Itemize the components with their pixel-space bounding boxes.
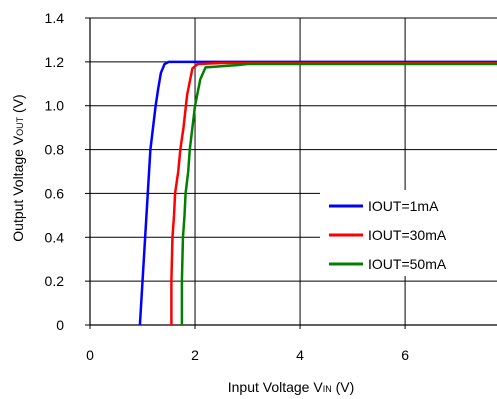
x-axis-title-subscript: IN [323, 384, 332, 394]
legend: IOUT=1mA IOUT=30mA IOUT=50mA [320, 190, 497, 276]
y-axis-title-unit: (V) [10, 94, 26, 117]
x-axis-title-main: Input Voltage V [228, 379, 324, 395]
y-tick-label: 0.8 [45, 142, 65, 158]
axis-layer [85, 17, 497, 329]
legend-label: IOUT=50mA [368, 256, 447, 272]
y-axis-title-main: Output Voltage V [10, 135, 26, 242]
legend-label: IOUT=30mA [368, 227, 447, 243]
y-axis-title-subscript: OUT [15, 116, 25, 136]
legend-box [320, 190, 497, 276]
y-tick-label: 0.2 [45, 273, 65, 289]
y-tick-label: 0.4 [45, 229, 65, 245]
y-tick-label: 1.4 [45, 10, 65, 26]
x-tick-label: 4 [296, 347, 304, 363]
x-tick-label: 6 [401, 347, 409, 363]
x-tick-label: 0 [86, 347, 94, 363]
x-axis-title-unit: (V) [332, 379, 355, 395]
x-tick-label: 2 [191, 347, 199, 363]
y-axis-title: Output Voltage VOUT (V) [10, 94, 26, 241]
y-tick-label: 0 [56, 317, 64, 333]
y-tick-label: 0.6 [45, 185, 65, 201]
y-tick-label: 1.2 [45, 54, 65, 70]
x-axis-title: Input Voltage VIN (V) [228, 379, 355, 395]
series-layer [138, 60, 497, 326]
label-layer: 0 0.2 0.4 0.6 0.8 1.0 1.2 1.4 0 2 4 6 Input Voltage … [10, 10, 409, 395]
y-tick-label: 1.0 [45, 98, 65, 114]
legend-label: IOUT=1mA [368, 198, 439, 214]
series-line-2 [180, 62, 497, 325]
